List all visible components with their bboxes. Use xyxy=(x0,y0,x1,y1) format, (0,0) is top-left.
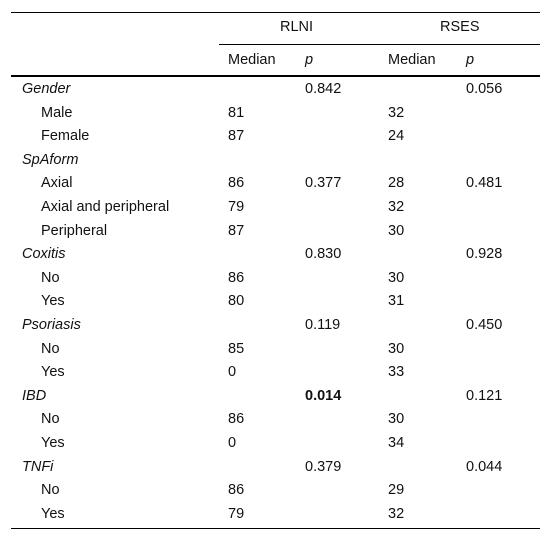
cell-rlni-p: 0.842 xyxy=(305,81,342,97)
cell-rses-median: 29 xyxy=(388,482,405,499)
row-category-label: Coxitis xyxy=(22,246,66,263)
cell-rlni-median: 0 xyxy=(228,435,237,451)
cell-rses-median: 28 xyxy=(388,175,405,192)
cell-rses-median: 24 xyxy=(388,128,405,145)
row-sublabel: Yes xyxy=(41,293,65,310)
row-sublabel: Axial and peripheral xyxy=(41,199,170,215)
cell-rlni-median: 0 xyxy=(228,364,237,381)
row-category-label: Gender xyxy=(22,81,71,97)
cell-rlni-p: 0.379 xyxy=(305,458,342,475)
cell-rses-median: 30 xyxy=(388,411,405,428)
group-header-rule xyxy=(219,44,540,45)
cell-rlni-p: 0.119 xyxy=(305,317,341,333)
subheader-rses-median: Median xyxy=(388,52,436,68)
cell-rlni-p: 0.014 xyxy=(305,387,342,404)
cell-rses-p: 0.928 xyxy=(466,246,503,263)
cell-rses-median: 32 xyxy=(388,104,405,121)
cell-rses-median: 30 xyxy=(388,269,405,286)
cell-rses-p: 0.121 xyxy=(466,387,503,404)
cell-rses-p: 0.450 xyxy=(466,317,503,333)
cell-rlni-p: 0.377 xyxy=(305,175,342,192)
cell-rlni-median: 86 xyxy=(228,411,245,428)
row-category-label: SpAform xyxy=(22,151,79,168)
row-sublabel: No xyxy=(41,340,60,357)
table-bottom-rule xyxy=(11,528,540,529)
header-rses: RSES xyxy=(440,19,480,35)
cell-rlni-median: 86 xyxy=(228,269,245,286)
cell-rses-median: 34 xyxy=(388,435,405,451)
header-bottom-rule xyxy=(11,75,540,77)
row-sublabel: No xyxy=(41,269,60,286)
row-sublabel: Peripheral xyxy=(41,222,108,239)
row-sublabel: Axial xyxy=(41,175,73,192)
cell-rses-p: 0.056 xyxy=(466,81,503,97)
header-rlni: RLNI xyxy=(280,19,314,35)
subheader-rlni-p: p xyxy=(305,52,314,68)
cell-rlni-p: 0.830 xyxy=(305,246,342,263)
cell-rlni-median: 86 xyxy=(228,175,245,192)
cell-rlni-median: 80 xyxy=(228,293,245,310)
subheader-rlni-median: Median xyxy=(228,52,276,68)
row-sublabel: Yes xyxy=(41,435,65,451)
cell-rses-median: 32 xyxy=(388,199,405,215)
cell-rses-median: 30 xyxy=(388,222,405,239)
cell-rlni-median: 85 xyxy=(228,340,245,357)
cell-rlni-median: 87 xyxy=(228,128,245,145)
cell-rlni-median: 81 xyxy=(228,104,245,121)
row-category-label: IBD xyxy=(22,387,47,404)
row-sublabel: Yes xyxy=(41,505,65,522)
cell-rses-p: 0.481 xyxy=(466,175,503,192)
row-sublabel: Yes xyxy=(41,364,65,381)
row-sublabel: Female xyxy=(41,128,90,145)
cell-rlni-median: 86 xyxy=(228,482,245,499)
cell-rses-median: 31 xyxy=(388,293,405,310)
cell-rses-p: 0.044 xyxy=(466,458,503,475)
cell-rlni-median: 79 xyxy=(228,505,245,522)
row-category-label: TNFi xyxy=(22,458,54,475)
row-sublabel: No xyxy=(41,482,60,499)
row-category-label: Psoriasis xyxy=(22,317,81,333)
row-sublabel: Male xyxy=(41,104,73,121)
cell-rlni-median: 87 xyxy=(228,222,245,239)
cell-rses-median: 30 xyxy=(388,340,405,357)
row-sublabel: No xyxy=(41,411,60,428)
table-top-rule xyxy=(11,12,540,13)
cell-rses-median: 32 xyxy=(388,505,405,522)
cell-rses-median: 33 xyxy=(388,364,405,381)
subheader-rses-p: p xyxy=(466,52,475,68)
cell-rlni-median: 79 xyxy=(228,199,245,215)
